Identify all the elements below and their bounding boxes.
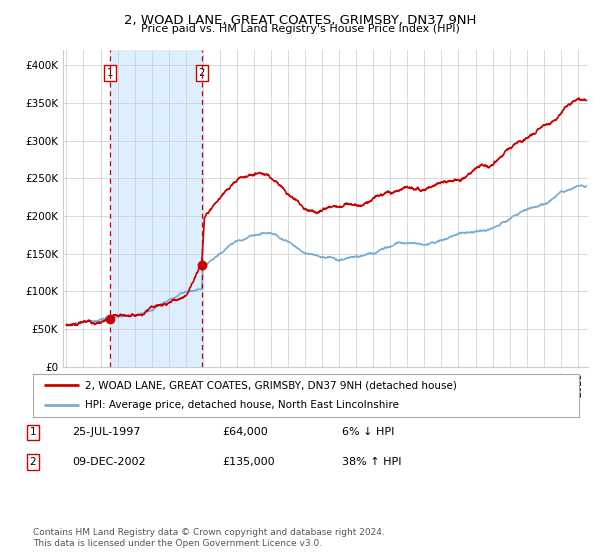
- Text: 2, WOAD LANE, GREAT COATES, GRIMSBY, DN37 9NH: 2, WOAD LANE, GREAT COATES, GRIMSBY, DN3…: [124, 14, 476, 27]
- Text: Contains HM Land Registry data © Crown copyright and database right 2024.
This d: Contains HM Land Registry data © Crown c…: [33, 528, 385, 548]
- Text: 25-JUL-1997: 25-JUL-1997: [72, 427, 140, 437]
- Text: £64,000: £64,000: [222, 427, 268, 437]
- Text: 2: 2: [29, 457, 37, 467]
- Text: 38% ↑ HPI: 38% ↑ HPI: [342, 457, 401, 467]
- Text: 6% ↓ HPI: 6% ↓ HPI: [342, 427, 394, 437]
- Text: 1: 1: [29, 427, 37, 437]
- Text: Price paid vs. HM Land Registry's House Price Index (HPI): Price paid vs. HM Land Registry's House …: [140, 24, 460, 34]
- Text: 09-DEC-2002: 09-DEC-2002: [72, 457, 146, 467]
- Text: 2, WOAD LANE, GREAT COATES, GRIMSBY, DN37 9NH (detached house): 2, WOAD LANE, GREAT COATES, GRIMSBY, DN3…: [85, 380, 457, 390]
- Text: 2: 2: [199, 68, 205, 78]
- Text: HPI: Average price, detached house, North East Lincolnshire: HPI: Average price, detached house, Nort…: [85, 400, 399, 410]
- Text: 1: 1: [107, 68, 113, 78]
- Bar: [110, 50, 202, 367]
- Text: £135,000: £135,000: [222, 457, 275, 467]
